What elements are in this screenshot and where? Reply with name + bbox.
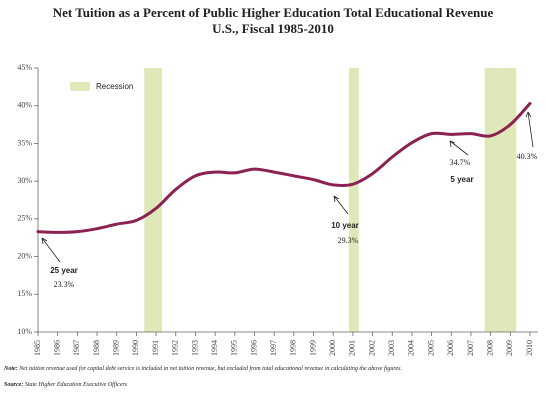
annotation-text: 40.3% <box>517 152 538 161</box>
x-tick-label: 2003 <box>387 340 396 356</box>
note-label: Note: <box>3 366 18 372</box>
x-tick-label: 1996 <box>249 340 258 356</box>
legend-label: Recession <box>96 82 133 91</box>
annotation-text: 34.7% <box>450 158 471 167</box>
annotation-arrows <box>41 111 534 263</box>
y-tick-label: 15% <box>17 289 32 298</box>
x-tick-label: 2001 <box>348 340 357 356</box>
x-tick-label: 1988 <box>92 340 101 356</box>
x-tick-label: 2004 <box>407 340 416 356</box>
source: Source: State Higher Education Executive… <box>4 381 128 388</box>
y-tick-label: 20% <box>17 251 32 260</box>
x-tick-label: 1992 <box>171 340 180 356</box>
chart-title: Net Tuition as a Percent of Public Highe… <box>53 5 494 20</box>
x-tick-label: 2006 <box>446 340 455 356</box>
recession-band <box>144 68 162 332</box>
x-tick-label: 2007 <box>466 340 475 356</box>
annotation-title: 5 year <box>450 175 473 184</box>
x-tick-label: 1985 <box>33 340 42 356</box>
chart-subtitle: U.S., Fiscal 1985-2010 <box>212 21 334 36</box>
data-line <box>36 101 532 234</box>
x-tick-label: 1993 <box>190 340 199 356</box>
annotation-text: 23.3% <box>54 280 75 289</box>
annotation-title: 10 year <box>331 221 359 230</box>
recession-bands <box>144 68 517 332</box>
y-tick-label: 10% <box>17 327 32 336</box>
note-text: Net tuition revenue used for capital deb… <box>18 365 402 372</box>
x-tick-label: 1997 <box>269 340 278 356</box>
note: Note: Net tuition revenue used for capit… <box>3 365 402 372</box>
x-tick-label: 2010 <box>525 340 534 356</box>
x-tick-label: 1987 <box>72 340 81 356</box>
x-tick-label: 1986 <box>53 340 62 356</box>
x-tick-label: 2008 <box>485 340 494 356</box>
y-tick-label: 45% <box>17 63 32 72</box>
source-label: Source: <box>4 382 23 388</box>
x-tick-label: 2000 <box>328 340 337 356</box>
x-tick-label: 2009 <box>505 340 514 356</box>
y-tick-label: 35% <box>17 138 32 147</box>
x-tick-label: 2005 <box>426 340 435 356</box>
x-tick-label: 2002 <box>367 340 376 356</box>
x-tick-label: 1989 <box>112 340 121 356</box>
annotation-title: 25 year <box>50 266 78 275</box>
recession-band <box>348 68 359 332</box>
x-tick-label: 1990 <box>131 340 140 356</box>
annotation-text: 29.3% <box>338 236 359 245</box>
x-tick-label: 1999 <box>308 340 317 356</box>
legend-swatch <box>70 82 90 91</box>
y-tick-label: 40% <box>17 101 32 110</box>
y-tick-label: 25% <box>17 214 32 223</box>
source-text: State Higher Education Executive Officer… <box>25 381 128 388</box>
x-tick-label: 1994 <box>210 340 219 356</box>
x-tick-label: 1995 <box>230 340 239 356</box>
x-tick-label: 1998 <box>289 340 298 356</box>
x-tick-label: 1991 <box>151 340 160 356</box>
recession-band <box>484 68 517 332</box>
y-tick-label: 30% <box>17 176 32 185</box>
